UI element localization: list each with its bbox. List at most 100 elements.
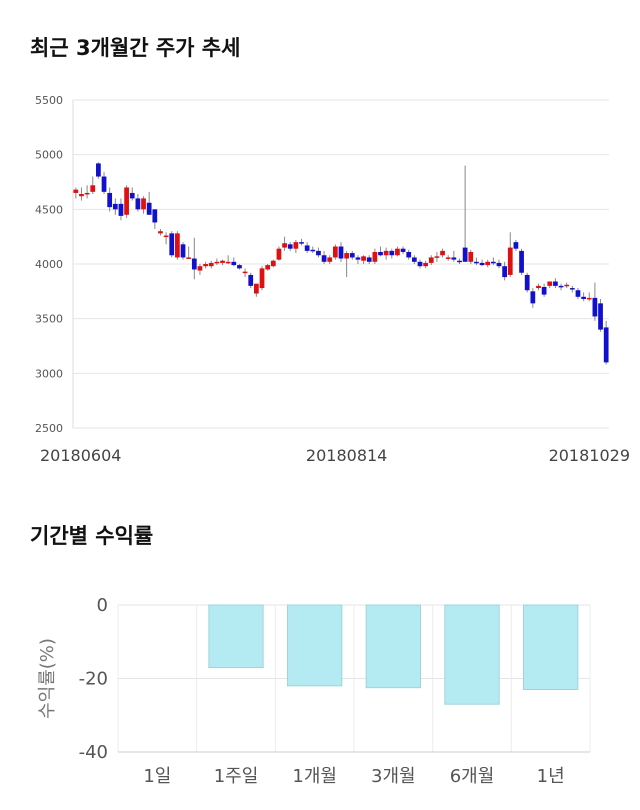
candle-body [434,256,440,258]
candle-body [383,250,389,256]
candle-body [474,261,479,264]
y-tick-label: 4000 [35,258,63,271]
candle-body [316,250,321,256]
candle-body [84,192,90,195]
candle-body [490,261,496,264]
candle-body [569,288,575,290]
x-tick-label: 1일 [143,766,171,787]
candle-body [558,285,564,288]
candle-body [270,260,276,267]
candle-body [564,284,570,287]
candle-body [186,257,192,259]
candle-body [259,268,265,289]
candle-body [321,255,327,262]
candle-body [406,251,412,258]
candle-body [276,248,282,260]
candle-body [282,243,287,248]
candle-body [163,235,169,238]
candle-body [468,251,474,262]
candle-body [180,244,186,258]
candle-body [581,296,586,299]
x-tick-label: 20181029 [549,446,630,465]
candle-body [253,283,259,294]
candle-body [169,233,175,256]
candle-body [135,198,141,210]
candle-body [530,291,536,304]
candle-body [344,253,350,259]
candle-body [175,233,180,258]
x-tick-label: 1년 [537,766,565,787]
candle-body [129,192,135,199]
candle-body [411,257,417,262]
candle-body [507,247,513,275]
candle-body [214,261,220,264]
candle-body [513,242,519,249]
candle-body [361,256,366,261]
return-bar [287,604,343,687]
candle-body [265,265,271,270]
returns-chart-title: 기간별 수익률 [30,524,154,548]
candle-body [349,253,355,258]
candlestick-chart: 2500 3000 3500 4000 4500 5000 5500 20180604 2018… [35,94,630,465]
x-tick-label: 1주일 [214,766,259,787]
candle-body [479,262,485,266]
candle-body [208,262,214,267]
y-tick-label: 5500 [35,94,63,107]
candle-body [90,185,96,192]
y-tick-label: 2500 [35,422,63,435]
y-tick-label: 3500 [35,313,63,326]
x-tick-label: 6개월 [450,766,495,787]
candle-body [519,250,524,273]
candle-body [141,198,146,210]
candle-body [378,251,383,256]
candle-body [197,266,203,271]
candle-body [293,242,299,249]
candle-body [124,187,129,215]
stock-chart-title: 최근 3개월간 주가 추세 [30,36,241,60]
candle-body [372,251,378,262]
x-tick-label: 20180604 [40,446,121,465]
candle-body [231,261,237,266]
candle-body [524,274,530,291]
candle-body [547,281,553,286]
candle-body [395,248,400,256]
candle-body [112,203,118,210]
return-bar [444,604,500,705]
x-tick-label: 1개월 [292,766,337,787]
candle-body [536,285,541,289]
candle-body [79,194,84,197]
candle-body [152,209,158,223]
candle-body [485,261,491,266]
candle-body [158,231,163,234]
candle-body [423,262,429,267]
candle-body [237,265,242,269]
candle-body [118,203,124,216]
candle-body [389,250,395,256]
candle-body [502,266,507,278]
candle-body [107,192,113,208]
candle-body [248,274,254,286]
candle-body [355,257,361,260]
candle-body [242,271,248,274]
candle-body [553,281,558,286]
y-tick-label: 3000 [35,367,63,380]
x-tick-label: 20180814 [306,446,387,465]
y-tick-label: -40 [79,742,108,763]
candle-body [146,202,152,215]
candle-body [457,260,462,263]
candle-body [451,257,457,260]
y-axis-label: 수익률(%) [37,638,58,719]
candle-body [445,257,451,259]
y-tick-label: 0 [97,595,108,616]
candle-body [417,261,423,267]
candle-body [338,246,344,259]
candle-body [366,257,372,262]
return-bar [523,604,579,691]
x-tick-label: 3개월 [371,766,416,787]
candle-body [598,303,603,330]
return-bar [208,604,264,668]
candle-body [287,244,293,249]
candle-body [203,264,208,267]
candle-body [220,260,225,263]
candle-body [327,257,333,262]
